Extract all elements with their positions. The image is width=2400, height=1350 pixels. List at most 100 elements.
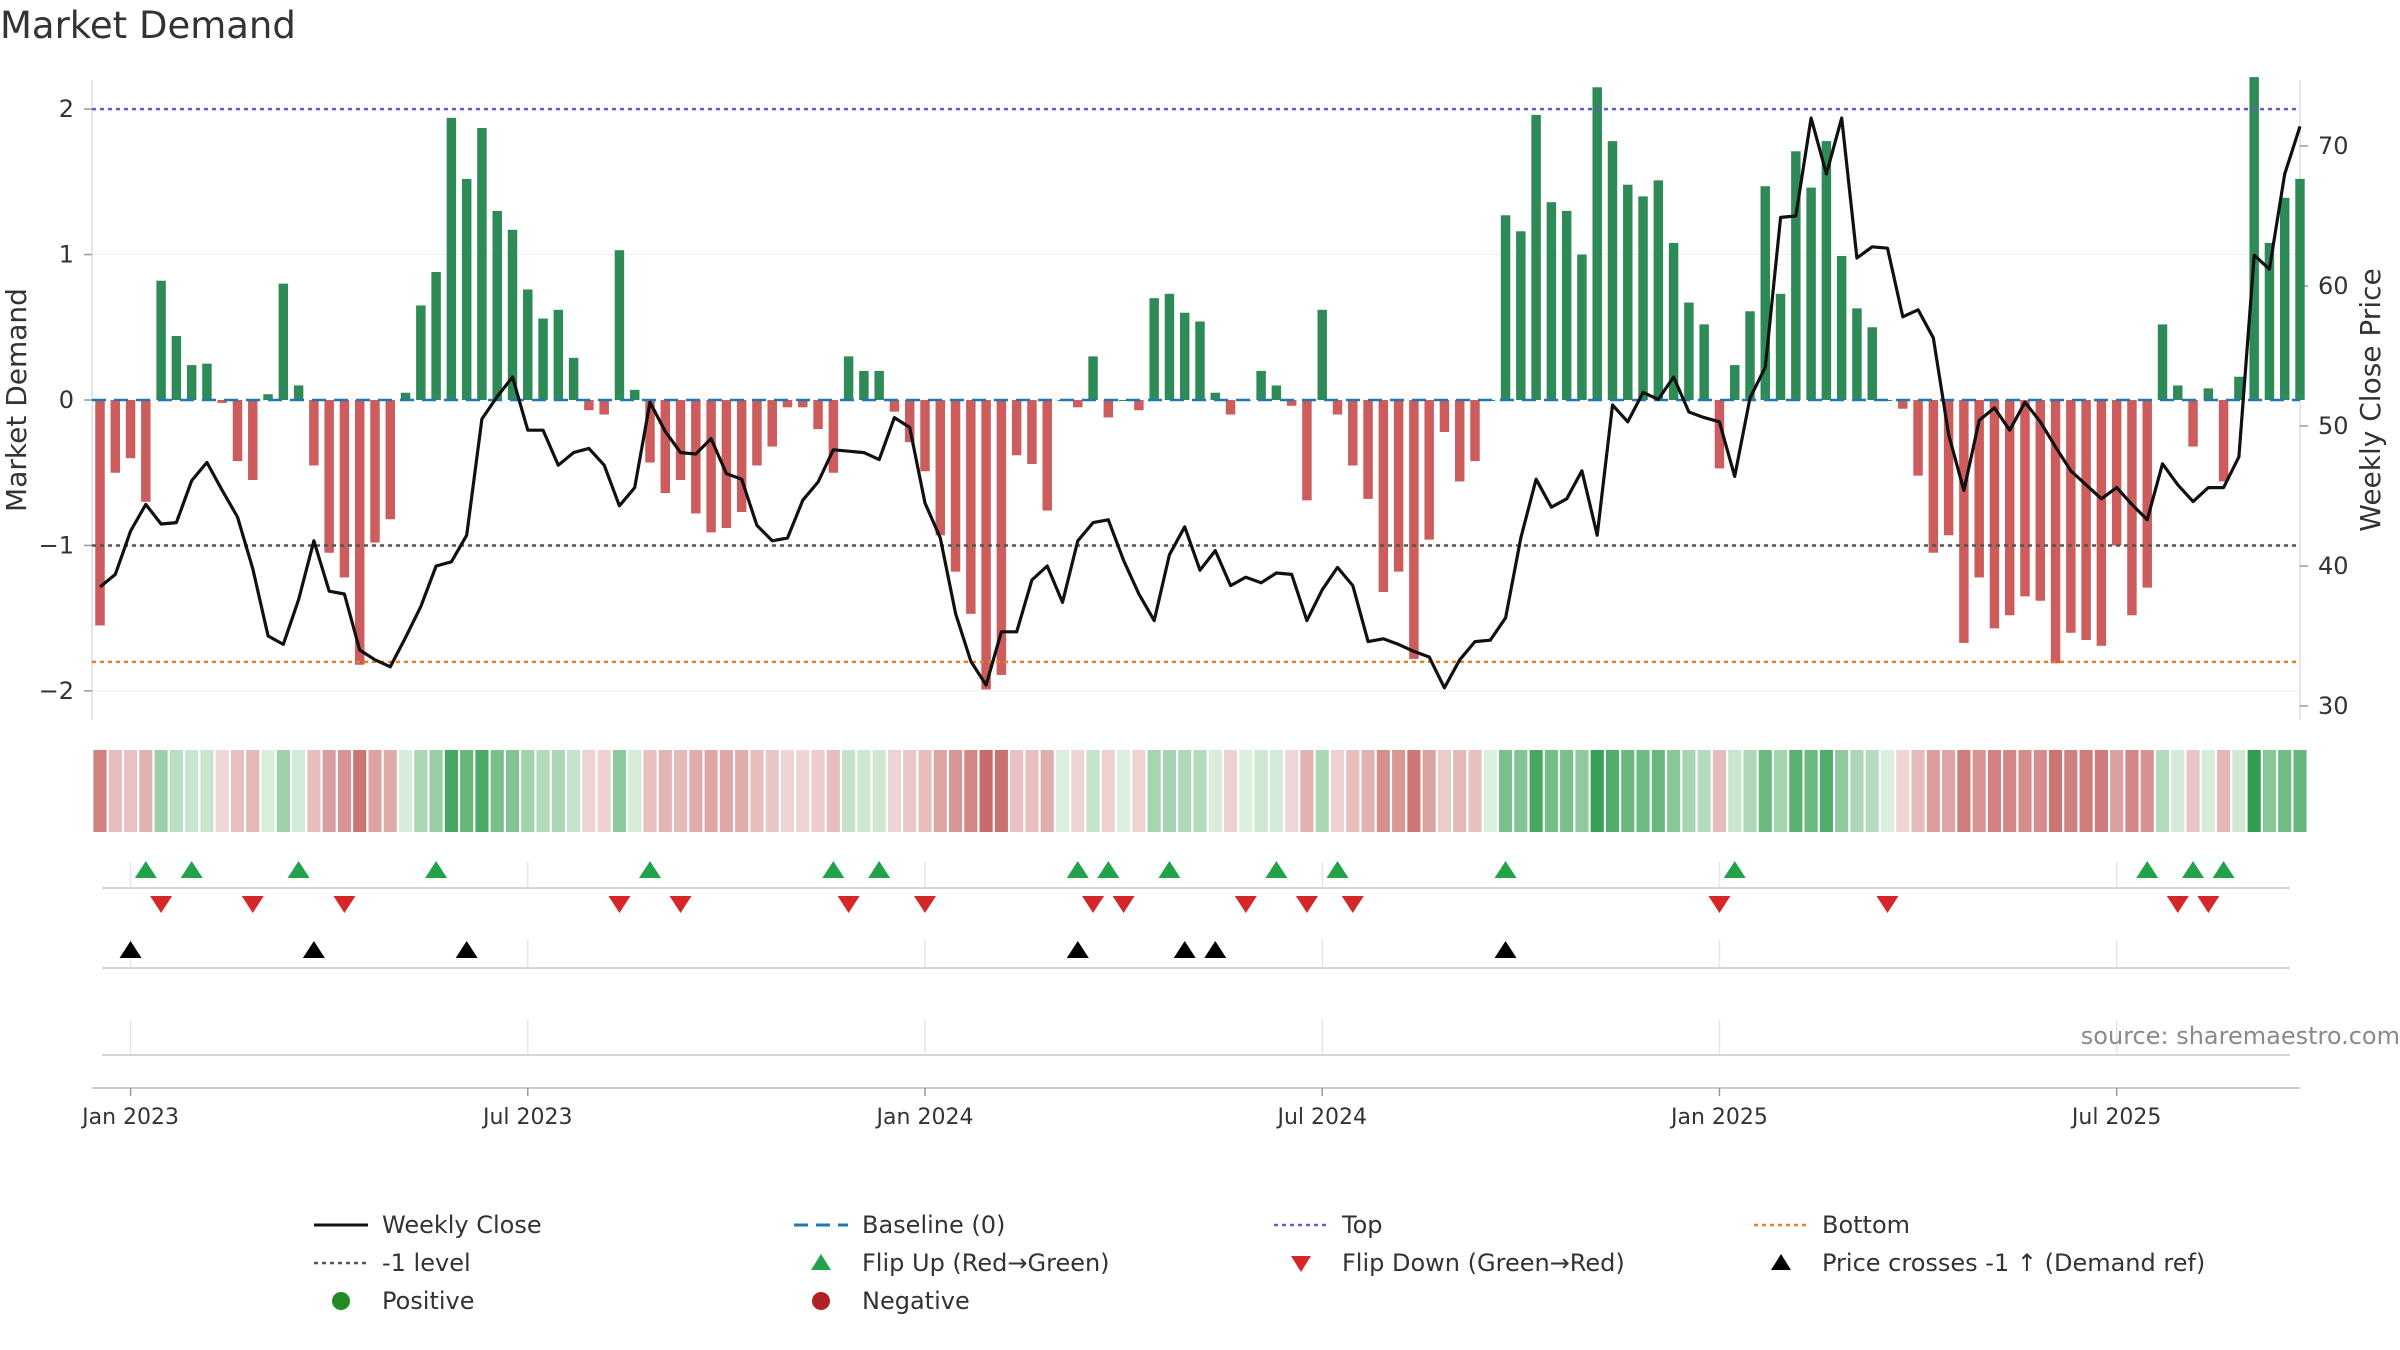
bar-negative <box>981 400 991 690</box>
bar-positive <box>507 229 518 400</box>
demand-heat-cell <box>108 750 122 832</box>
flip-up-marker <box>1066 861 1089 878</box>
bar-negative <box>1348 400 1358 466</box>
bar-negative <box>1943 400 1954 536</box>
bar-positive <box>1623 184 1633 400</box>
legend-item-top: Top <box>1270 1210 1383 1240</box>
flip-down-marker <box>608 896 631 913</box>
demand-heat-cell <box>643 750 657 832</box>
demand-heat-cell <box>719 750 733 832</box>
bar-negative <box>736 400 747 512</box>
flip-up-marker <box>1158 861 1181 878</box>
price-cross-marker <box>119 941 142 958</box>
bar-positive <box>2203 388 2214 400</box>
demand-heat-cell <box>2064 750 2078 832</box>
flip-down-marker <box>1876 896 1899 913</box>
x-tick-label: Jul 2023 <box>481 1105 573 1130</box>
demand-heat-cell <box>704 750 718 832</box>
bar-negative <box>1898 400 1908 409</box>
demand-heat-cell <box>918 750 932 832</box>
bar-negative <box>2127 400 2137 616</box>
demand-heat-cell <box>948 750 963 832</box>
demand-heat-cell <box>505 750 520 832</box>
demand-heat-cell <box>215 750 229 832</box>
price-cross-marker <box>1204 941 1227 958</box>
bar-negative <box>2111 400 2122 546</box>
bar-positive <box>171 336 182 400</box>
demand-heat-cell <box>444 750 458 832</box>
bar-positive <box>1195 321 1205 400</box>
bar-positive <box>477 128 487 400</box>
bar-positive <box>1821 141 1832 400</box>
demand-heat-cell <box>1117 750 1131 832</box>
legend-item-cross: Price crosses -1 ↑ (Demand ref) <box>1750 1248 2205 1278</box>
chart-title: Market Demand <box>0 4 296 47</box>
legend-item-flip-up: Flip Up (Red→Green) <box>790 1248 1110 1278</box>
bar-negative <box>599 400 609 415</box>
demand-heat-cell <box>582 750 596 832</box>
bar-positive <box>1852 308 1862 400</box>
demand-heat-cell <box>2262 750 2277 832</box>
demand-heat-cell <box>1407 750 1421 832</box>
flip-up-marker <box>2182 861 2205 878</box>
demand-heat-cell <box>1361 750 1375 832</box>
x-tick-label: Jan 2023 <box>80 1105 179 1130</box>
demand-heat-cell <box>1758 750 1772 832</box>
demand-heat-cell <box>628 750 642 832</box>
demand-heat-cell <box>1437 750 1452 832</box>
bar-positive <box>2249 77 2259 400</box>
demand-heat-cell <box>154 750 168 832</box>
demand-heat-cell <box>994 750 1008 832</box>
bar-positive <box>1164 293 1175 400</box>
flip-up-marker <box>1494 861 1517 878</box>
legend-item-flip-down: Flip Down (Green→Red) <box>1270 1248 1625 1278</box>
demand-heat-cell <box>811 750 825 832</box>
demand-heat-cell <box>658 750 672 832</box>
bar-negative <box>324 400 334 553</box>
bar-positive <box>1317 309 1327 400</box>
demand-heat-cell <box>1055 750 1070 832</box>
demand-heat-cell <box>1804 750 1818 832</box>
line-dash-icon <box>790 1210 852 1240</box>
flip-down-marker <box>837 896 860 913</box>
bar-negative <box>1134 400 1144 411</box>
y-right-axis-label: Weekly Close Price <box>2354 268 2387 531</box>
flip-up-marker <box>2212 861 2235 878</box>
bar-positive <box>1638 196 1648 400</box>
demand-heat-cell <box>1147 750 1161 832</box>
demand-heat-cell <box>2094 750 2108 832</box>
bar-positive <box>2279 197 2290 400</box>
demand-heat-cell <box>1208 750 1222 832</box>
demand-heat-cell <box>398 750 413 832</box>
dot-green-icon <box>310 1286 372 1316</box>
bar-negative <box>354 400 365 665</box>
bar-positive <box>1867 327 1877 400</box>
bar-positive <box>1210 392 1221 400</box>
bar-negative <box>2096 400 2107 646</box>
demand-heat-cell <box>1605 750 1620 832</box>
bar-positive <box>1653 180 1664 400</box>
flip-up-marker <box>868 861 891 878</box>
weekly-close-line <box>98 116 2302 690</box>
bar-negative <box>1027 400 1037 464</box>
demand-heat-cell <box>1651 750 1665 832</box>
demand-heat-cell <box>2079 750 2093 832</box>
line-dotted-gray-icon <box>310 1248 372 1278</box>
flip-up-marker <box>639 861 661 878</box>
bar-positive <box>293 385 304 400</box>
bar-negative <box>1302 400 1312 501</box>
bar-negative <box>1409 400 1419 659</box>
legend-item-positive: Positive <box>310 1286 475 1316</box>
bar-negative <box>1073 400 1083 408</box>
bar-negative <box>1011 400 1022 456</box>
bar-positive <box>400 392 411 400</box>
demand-heat-cell <box>1926 750 1940 832</box>
demand-heat-cell <box>1896 750 1910 832</box>
demand-heat-cell <box>307 750 321 832</box>
demand-heat-cell <box>1086 750 1100 832</box>
bar-negative <box>889 400 900 412</box>
bar-positive <box>1806 187 1816 400</box>
demand-heat-cell <box>2232 750 2246 832</box>
bar-negative <box>1913 400 1923 476</box>
